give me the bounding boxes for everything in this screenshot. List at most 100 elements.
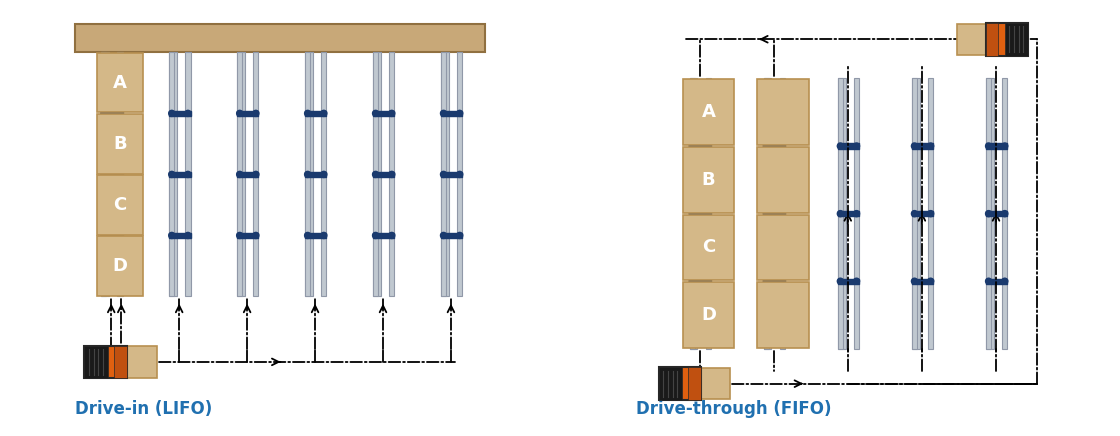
Text: A: A: [113, 74, 127, 92]
Bar: [373, 111, 394, 116]
Bar: [986, 23, 1028, 55]
Bar: [689, 367, 701, 400]
Circle shape: [185, 110, 190, 116]
Bar: [305, 111, 326, 116]
Circle shape: [912, 211, 917, 217]
Bar: [958, 24, 989, 55]
Circle shape: [780, 211, 785, 217]
Bar: [757, 282, 809, 348]
Bar: [253, 52, 259, 296]
Circle shape: [706, 278, 711, 284]
Bar: [986, 279, 1007, 284]
Circle shape: [986, 211, 991, 217]
Bar: [912, 279, 933, 284]
Bar: [373, 52, 381, 296]
Bar: [169, 52, 175, 296]
Circle shape: [706, 143, 711, 149]
Circle shape: [706, 211, 711, 217]
Circle shape: [236, 171, 243, 177]
Bar: [84, 345, 127, 378]
Circle shape: [689, 143, 696, 149]
Bar: [101, 52, 106, 296]
Text: D: D: [701, 306, 716, 324]
Circle shape: [763, 143, 769, 149]
Circle shape: [169, 171, 175, 177]
Bar: [305, 172, 326, 177]
Bar: [1005, 23, 1028, 55]
Bar: [1002, 78, 1007, 349]
Bar: [764, 78, 772, 349]
Circle shape: [780, 143, 785, 149]
Circle shape: [253, 110, 259, 116]
Bar: [780, 78, 785, 349]
Circle shape: [320, 110, 327, 116]
Bar: [237, 52, 245, 296]
Circle shape: [305, 171, 310, 177]
Bar: [838, 78, 843, 349]
Bar: [84, 345, 108, 378]
Bar: [928, 78, 933, 349]
Bar: [305, 52, 310, 296]
Circle shape: [440, 232, 447, 238]
Circle shape: [986, 278, 991, 284]
Bar: [838, 211, 859, 216]
Bar: [441, 233, 463, 238]
Bar: [373, 52, 379, 296]
Bar: [912, 211, 933, 216]
Circle shape: [853, 211, 859, 217]
Bar: [757, 147, 809, 213]
Circle shape: [689, 211, 696, 217]
Circle shape: [320, 171, 327, 177]
Bar: [101, 52, 109, 296]
Bar: [659, 367, 682, 400]
Bar: [237, 172, 259, 177]
Circle shape: [116, 232, 123, 238]
Circle shape: [389, 110, 394, 116]
Bar: [764, 78, 768, 349]
Bar: [706, 78, 711, 349]
Bar: [169, 111, 190, 116]
Bar: [457, 52, 463, 296]
Circle shape: [457, 171, 463, 177]
Circle shape: [912, 278, 917, 284]
Bar: [757, 215, 809, 280]
Circle shape: [440, 110, 447, 116]
Text: B: B: [113, 135, 127, 153]
Bar: [101, 172, 122, 177]
Circle shape: [373, 171, 379, 177]
Circle shape: [1001, 278, 1008, 284]
Bar: [97, 114, 143, 174]
Bar: [682, 282, 735, 348]
Circle shape: [116, 110, 123, 116]
Circle shape: [169, 110, 175, 116]
Bar: [764, 211, 785, 216]
Bar: [373, 172, 394, 177]
Circle shape: [838, 211, 843, 217]
Circle shape: [253, 232, 259, 238]
Text: C: C: [113, 196, 127, 214]
Circle shape: [185, 232, 190, 238]
Circle shape: [101, 110, 106, 116]
Bar: [690, 78, 698, 349]
Circle shape: [912, 143, 917, 149]
Circle shape: [305, 110, 310, 116]
Circle shape: [320, 232, 327, 238]
Circle shape: [1001, 211, 1008, 217]
Text: A: A: [701, 103, 716, 121]
Circle shape: [440, 171, 447, 177]
Bar: [389, 52, 394, 296]
Bar: [986, 211, 1007, 216]
Bar: [757, 79, 809, 145]
Circle shape: [689, 278, 696, 284]
Bar: [986, 143, 1007, 149]
Circle shape: [853, 143, 859, 149]
Bar: [986, 78, 993, 349]
Bar: [305, 233, 326, 238]
Bar: [441, 52, 446, 296]
Circle shape: [236, 232, 243, 238]
Bar: [373, 233, 394, 238]
Bar: [764, 143, 785, 149]
Circle shape: [927, 278, 934, 284]
Circle shape: [253, 171, 259, 177]
Circle shape: [838, 278, 843, 284]
